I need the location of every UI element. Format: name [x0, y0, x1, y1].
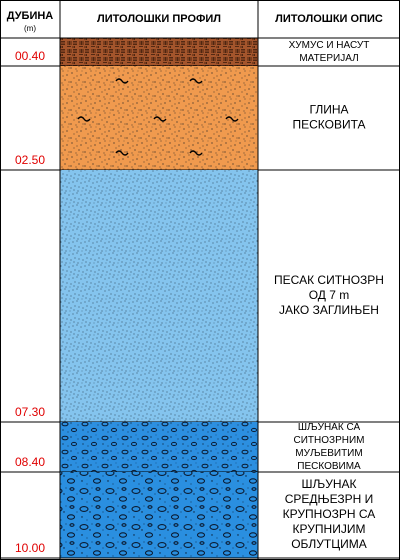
- layer-fill: [60, 472, 258, 558]
- description-line: ХУМУС И НАСУТ: [289, 40, 370, 51]
- header-profile: ЛИТОЛОШКИ ПРОФИЛ: [97, 13, 221, 25]
- description-line: ГЛИНА: [310, 103, 349, 117]
- depth-label: 07.30: [15, 405, 45, 419]
- layer-fill: [60, 170, 258, 422]
- description-line: ОБЛУТЦИМА: [291, 537, 367, 551]
- description-line: ПЕСКОВИТА: [292, 118, 365, 132]
- clay-symbol: [189, 150, 203, 156]
- description-line: МАТЕРИЈАЛ: [299, 53, 358, 64]
- header-depth: ДУБИНА: [7, 10, 54, 22]
- description-line: ШЉУНАК СА: [298, 422, 361, 433]
- description-line: СИТНОЗРНИМ: [294, 435, 365, 446]
- description-line: ЈАКО ЗАГЛИЊЕН: [279, 303, 379, 317]
- header-description: ЛИТОЛОШКИ ОПИС: [275, 13, 383, 25]
- depth-label: 10.00: [15, 541, 45, 555]
- depth-label: 00.40: [15, 49, 45, 63]
- depth-label: 08.40: [15, 455, 45, 469]
- clay-symbol: [189, 78, 203, 84]
- header-unit: (m): [24, 24, 36, 33]
- clay-symbol: [225, 116, 239, 122]
- description-line: ШЉУНАК: [302, 477, 357, 491]
- layer-fill: [60, 422, 258, 472]
- description-line: СРЕДЊЕЗРН И: [285, 492, 374, 506]
- description-line: МУЉЕВИТИМ: [295, 448, 362, 459]
- description-line: ОД 7 m: [309, 288, 350, 302]
- description-line: ПЕСАК СИТНОЗРН: [274, 273, 384, 287]
- description-line: ПЕСКОВИМА: [297, 461, 361, 472]
- clay-symbol: [115, 78, 129, 84]
- description-line: КРУПНОЗРН СА: [283, 507, 376, 521]
- clay-symbol: [115, 150, 129, 156]
- description-line: КРУПНИЈИМ: [293, 522, 366, 536]
- clay-symbol: [77, 116, 91, 122]
- clay-symbol: [153, 116, 167, 122]
- depth-label: 02.50: [15, 153, 45, 167]
- layer-fill: [60, 38, 258, 66]
